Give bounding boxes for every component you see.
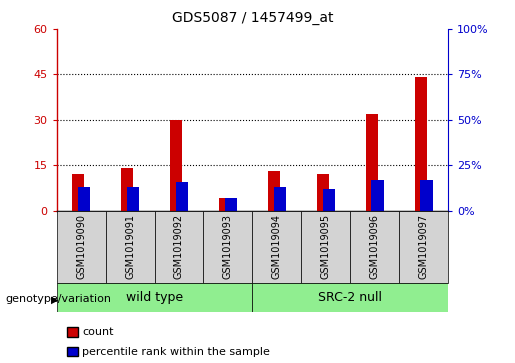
Text: ▶: ▶: [50, 294, 58, 305]
Bar: [225, 198, 237, 211]
FancyBboxPatch shape: [57, 211, 106, 283]
Text: GSM1019091: GSM1019091: [125, 214, 135, 279]
Bar: [273, 187, 286, 211]
Text: SRC-2 null: SRC-2 null: [318, 291, 382, 304]
FancyBboxPatch shape: [203, 211, 252, 283]
Text: GSM1019095: GSM1019095: [321, 214, 331, 279]
Bar: [78, 187, 90, 211]
Text: GSM1019097: GSM1019097: [419, 214, 428, 279]
Bar: [170, 120, 182, 211]
FancyBboxPatch shape: [350, 211, 399, 283]
FancyBboxPatch shape: [252, 211, 301, 283]
Text: GSM1019090: GSM1019090: [76, 214, 86, 279]
Bar: [219, 199, 231, 211]
Bar: [322, 189, 335, 211]
Text: percentile rank within the sample: percentile rank within the sample: [82, 347, 270, 357]
FancyBboxPatch shape: [57, 283, 252, 312]
Text: wild type: wild type: [126, 291, 183, 304]
Bar: [176, 182, 188, 211]
Text: genotype/variation: genotype/variation: [5, 294, 111, 305]
Text: GSM1019094: GSM1019094: [272, 214, 282, 279]
Text: count: count: [82, 327, 114, 337]
FancyBboxPatch shape: [106, 211, 154, 283]
Text: GSM1019092: GSM1019092: [174, 214, 184, 279]
Bar: [268, 171, 280, 211]
Title: GDS5087 / 1457499_at: GDS5087 / 1457499_at: [171, 11, 333, 25]
Bar: [420, 180, 433, 211]
FancyBboxPatch shape: [399, 211, 448, 283]
Bar: [371, 180, 384, 211]
Bar: [366, 114, 378, 211]
Bar: [72, 174, 84, 211]
Bar: [127, 187, 139, 211]
Text: GSM1019093: GSM1019093: [223, 214, 233, 279]
Bar: [121, 168, 133, 211]
Bar: [317, 174, 329, 211]
FancyBboxPatch shape: [301, 211, 350, 283]
FancyBboxPatch shape: [252, 283, 448, 312]
Bar: [415, 77, 427, 211]
FancyBboxPatch shape: [154, 211, 203, 283]
Text: GSM1019096: GSM1019096: [370, 214, 380, 279]
